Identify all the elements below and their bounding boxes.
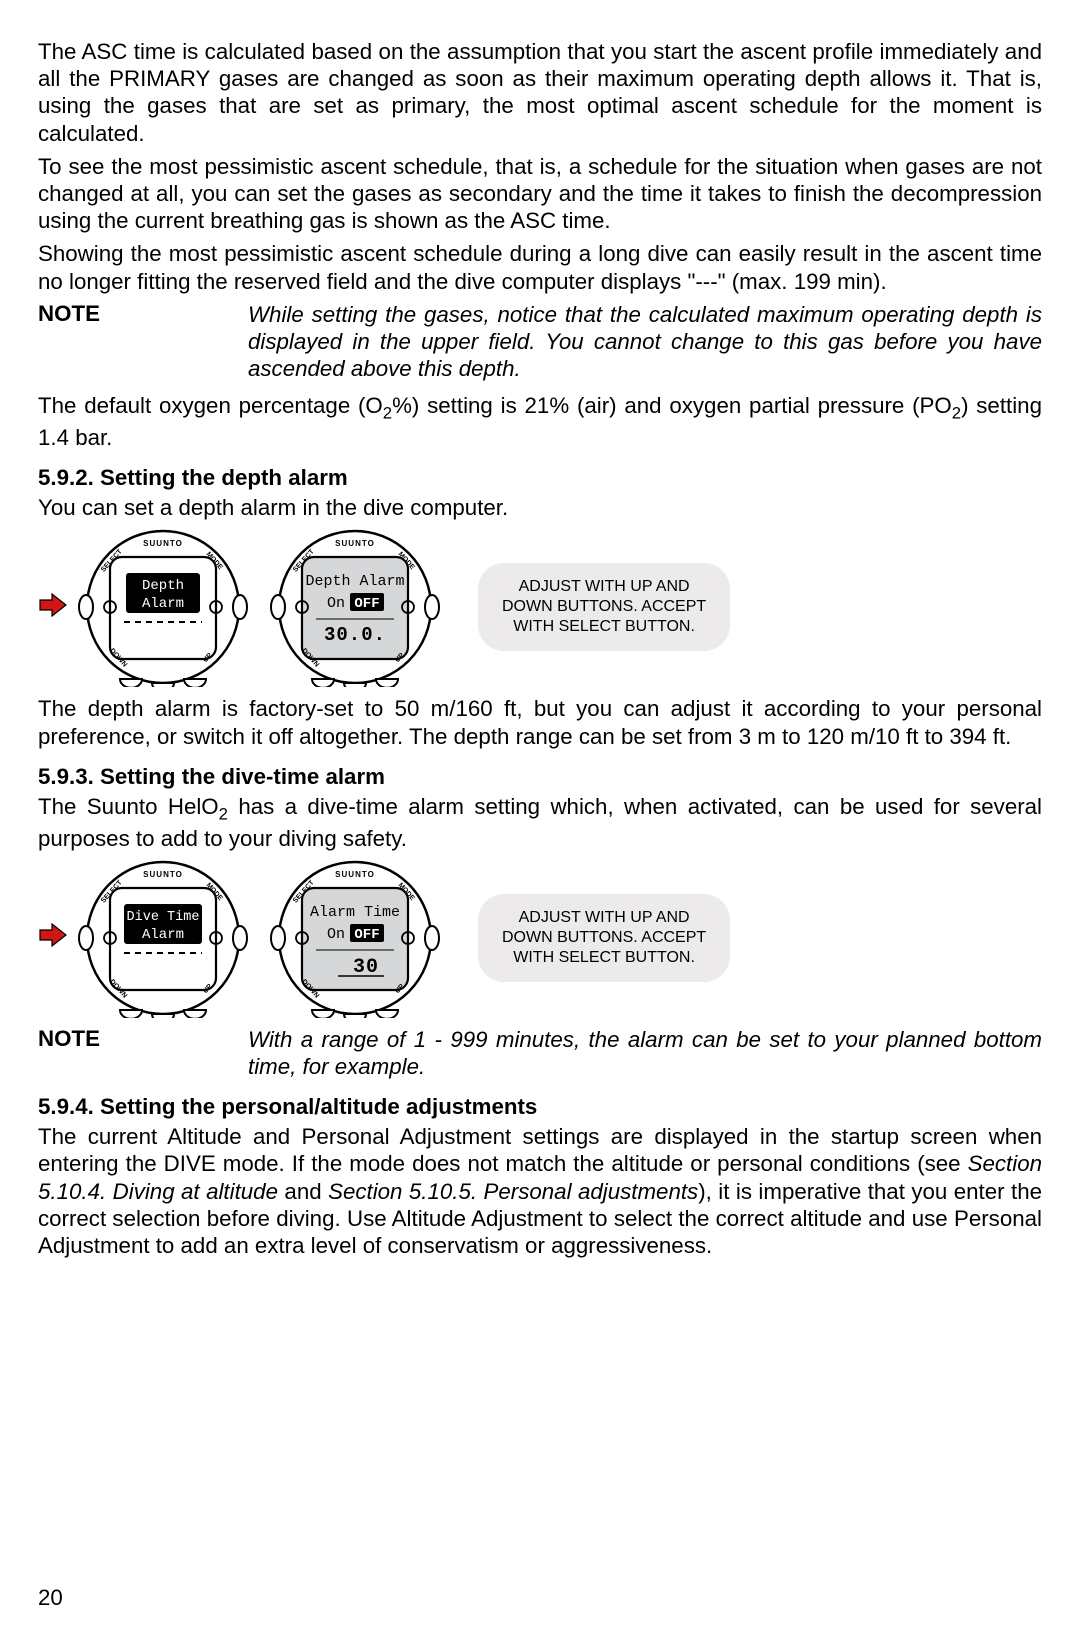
figure-depth-alarm: SUUNTO SELECT MODE DOWN UP Depth Alarm S… <box>38 527 1042 687</box>
svg-text:30.0.: 30.0. <box>324 624 386 646</box>
svg-text:Depth Alarm: Depth Alarm <box>305 573 404 590</box>
body-paragraph: The default oxygen percentage (O2%) sett… <box>38 392 1042 451</box>
note-block: NOTE While setting the gases, notice tha… <box>38 301 1042 383</box>
svg-text:On: On <box>327 595 345 612</box>
svg-text:Alarm: Alarm <box>142 927 184 943</box>
note-text: While setting the gases, notice that the… <box>248 301 1042 383</box>
body-paragraph: The current Altitude and Personal Adjust… <box>38 1123 1042 1259</box>
svg-text:SUUNTO: SUUNTO <box>335 539 375 548</box>
note-label: NOTE <box>38 301 248 383</box>
body-paragraph: Showing the most pessimistic ascent sche… <box>38 240 1042 294</box>
svg-text:Dive Time: Dive Time <box>127 910 200 925</box>
svg-text:Depth: Depth <box>142 578 184 594</box>
dial-divetime-value-icon: SUUNTO SELECT MODE DOWN UP Alarm Time On… <box>266 858 444 1018</box>
section-heading: 5.9.4. Setting the personal/altitude adj… <box>38 1094 1042 1120</box>
callout-text: ADJUST WITH UP AND DOWN BUTTONS. ACCEPT … <box>478 563 730 651</box>
svg-text:OFF: OFF <box>354 596 379 612</box>
page-number: 20 <box>38 1585 63 1611</box>
section-heading: 5.9.2. Setting the depth alarm <box>38 465 1042 491</box>
body-paragraph: The depth alarm is factory-set to 50 m/1… <box>38 695 1042 749</box>
note-block: NOTE With a range of 1 - 999 minutes, th… <box>38 1026 1042 1080</box>
body-paragraph: The ASC time is calculated based on the … <box>38 38 1042 147</box>
arrow-right-icon <box>38 591 68 619</box>
body-paragraph: You can set a depth alarm in the dive co… <box>38 494 1042 521</box>
svg-text:SUUNTO: SUUNTO <box>335 870 375 879</box>
body-paragraph: To see the most pessimistic ascent sched… <box>38 153 1042 235</box>
dial-divetime-menu-icon: SUUNTO SELECT MODE DOWN UP Dive Time Ala… <box>74 858 252 1018</box>
arrow-right-icon <box>38 921 68 949</box>
dial-depth-menu-icon: SUUNTO SELECT MODE DOWN UP Depth Alarm <box>74 527 252 687</box>
svg-text:SUUNTO: SUUNTO <box>143 870 183 879</box>
note-text: With a range of 1 - 999 minutes, the ala… <box>248 1026 1042 1080</box>
callout-text: ADJUST WITH UP AND DOWN BUTTONS. ACCEPT … <box>478 894 730 982</box>
section-heading: 5.9.3. Setting the dive-time alarm <box>38 764 1042 790</box>
dial-depth-value-icon: SUUNTO SELECT MODE DOWN UP Depth Alarm O… <box>266 527 444 687</box>
svg-text:Alarm Time: Alarm Time <box>310 904 400 921</box>
svg-text:SUUNTO: SUUNTO <box>143 539 183 548</box>
body-paragraph: The Suunto HelO2 has a dive-time alarm s… <box>38 793 1042 852</box>
svg-text:Alarm: Alarm <box>142 596 184 612</box>
note-label: NOTE <box>38 1026 248 1080</box>
figure-dive-time-alarm: SUUNTO SELECT MODE DOWN UP Dive Time Ala… <box>38 858 1042 1018</box>
svg-text:On: On <box>327 926 345 943</box>
svg-text:OFF: OFF <box>354 927 379 943</box>
